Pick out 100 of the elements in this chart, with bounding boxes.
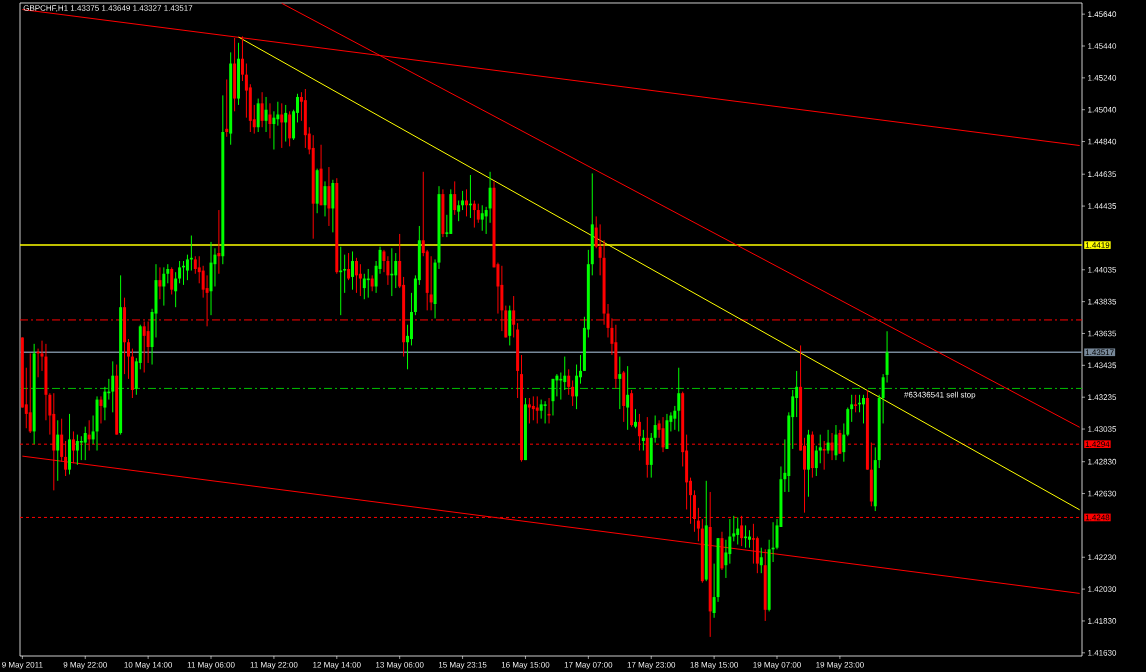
- candlestick: [347, 252, 351, 281]
- y-tick-label: 1.42230: [1088, 554, 1117, 561]
- candlestick: [99, 395, 103, 424]
- y-tick-label: 1.41830: [1088, 618, 1117, 624]
- candlestick: [551, 378, 555, 416]
- candlestick: [264, 96, 268, 133]
- candlestick: [394, 252, 398, 289]
- candlestick: [575, 364, 579, 410]
- candlestick: [563, 356, 567, 391]
- candlestick: [661, 416, 665, 453]
- candlestick: [724, 539, 728, 579]
- candlestick: [653, 415, 657, 444]
- x-tick-label: 18 May 15:00: [690, 661, 739, 670]
- candlestick: [571, 379, 575, 407]
- candlestick: [83, 426, 87, 461]
- annotation: #63436541 sell stop: [904, 391, 976, 400]
- y-tick-label: 1.42030: [1088, 586, 1117, 592]
- candlestick: [256, 98, 260, 133]
- y-tick-label: 1.44840: [1088, 138, 1117, 145]
- candlestick: [465, 188, 468, 217]
- ref-line-label: 1.43517: [1085, 349, 1114, 356]
- y-tick-label: 1.44635: [1088, 171, 1117, 178]
- y-tick-label: 1.44035: [1088, 266, 1117, 273]
- y-tick-label: 1.42630: [1088, 490, 1117, 497]
- chart-title: GBPCHF,H1 1.43375 1.43649 1.43327 1.43517: [23, 5, 193, 12]
- candlestick: [280, 102, 284, 149]
- candlestick: [429, 255, 433, 311]
- y-tick-label: 1.43435: [1088, 362, 1117, 369]
- candlestick: [641, 429, 645, 452]
- y-tick-label: 1.43035: [1088, 426, 1117, 432]
- candlestick: [162, 266, 166, 307]
- candlestick: [354, 257, 358, 294]
- candlestick: [111, 360, 115, 413]
- candlestick: [826, 429, 830, 455]
- candlestick: [547, 397, 551, 424]
- candlestick: [170, 266, 174, 295]
- candlestick: [358, 263, 362, 297]
- candlestick: [126, 338, 130, 380]
- candlestick: [323, 180, 327, 217]
- candlestick: [362, 273, 366, 300]
- candlestick: [814, 445, 818, 477]
- candlestick: [343, 254, 347, 294]
- ref-line-label: 1.4294: [1085, 441, 1110, 447]
- x-tick-label: 13 May 06:00: [376, 661, 424, 670]
- y-tick-label: 1.43635: [1088, 330, 1117, 337]
- ref-line-label: 1.4419: [1085, 242, 1110, 248]
- y-tick-label: 1.45640: [1088, 11, 1117, 17]
- candlestick: [677, 367, 681, 432]
- candlestick: [79, 435, 83, 461]
- y-tick-label: 1.43235: [1088, 394, 1117, 401]
- y-tick-label: 1.45040: [1088, 106, 1117, 113]
- x-tick-label: 9 May 22:00: [63, 661, 107, 670]
- x-tick-label: 11 May 06:00: [187, 661, 235, 670]
- candlestick: [472, 199, 476, 229]
- candlestick: [795, 370, 799, 418]
- x-tick-label: 10 May 14:00: [124, 661, 173, 670]
- candlestick: [634, 408, 637, 429]
- candlestick: [272, 110, 276, 151]
- candlestick: [539, 399, 543, 420]
- candlestick: [476, 203, 480, 224]
- x-tick-label: 11 May 22:00: [250, 661, 298, 670]
- candlestick: [75, 434, 79, 466]
- candlestick: [260, 91, 264, 128]
- candlestick: [543, 400, 547, 424]
- candlestick: [288, 110, 292, 147]
- x-tick-label: 15 May 23:15: [438, 661, 487, 670]
- candlestick: [842, 422, 846, 463]
- candlestick: [174, 271, 178, 308]
- candlestick: [103, 386, 107, 421]
- x-tick-label: 17 May 07:00: [564, 661, 613, 670]
- y-tick-label: 1.45240: [1088, 75, 1117, 81]
- candlestick: [626, 365, 630, 431]
- candlestick: [244, 63, 248, 119]
- y-tick-label: 1.42830: [1088, 458, 1117, 465]
- candlestick: [488, 171, 492, 224]
- candlestick: [834, 424, 838, 461]
- candlestick: [225, 78, 229, 138]
- y-tick-label: 1.41630: [1088, 649, 1117, 656]
- y-tick-label: 1.45440: [1088, 43, 1117, 49]
- candlestick: [382, 249, 386, 273]
- candlestick: [567, 368, 571, 396]
- candlestick: [527, 397, 531, 424]
- x-tick-label: 19 May 23:00: [816, 661, 864, 670]
- candlestick: [535, 395, 539, 424]
- candlestick: [351, 250, 355, 291]
- candlestick: [461, 190, 465, 211]
- candlestick: [732, 515, 736, 542]
- candlestick: [457, 199, 461, 222]
- candlestick: [178, 260, 182, 284]
- candlestick: [850, 394, 854, 423]
- x-tick-label: 19 May 07:00: [753, 661, 801, 670]
- candlestick: [673, 405, 677, 431]
- candlestick: [712, 563, 716, 619]
- x-tick-label: 16 May 15:00: [501, 661, 550, 670]
- candlestick: [28, 352, 32, 434]
- candlestick: [736, 516, 740, 546]
- candlestick: [284, 104, 288, 143]
- x-tick-label: 17 May 23:00: [627, 661, 676, 670]
- candlestick: [217, 209, 221, 275]
- y-tick-label: 1.44435: [1088, 203, 1117, 209]
